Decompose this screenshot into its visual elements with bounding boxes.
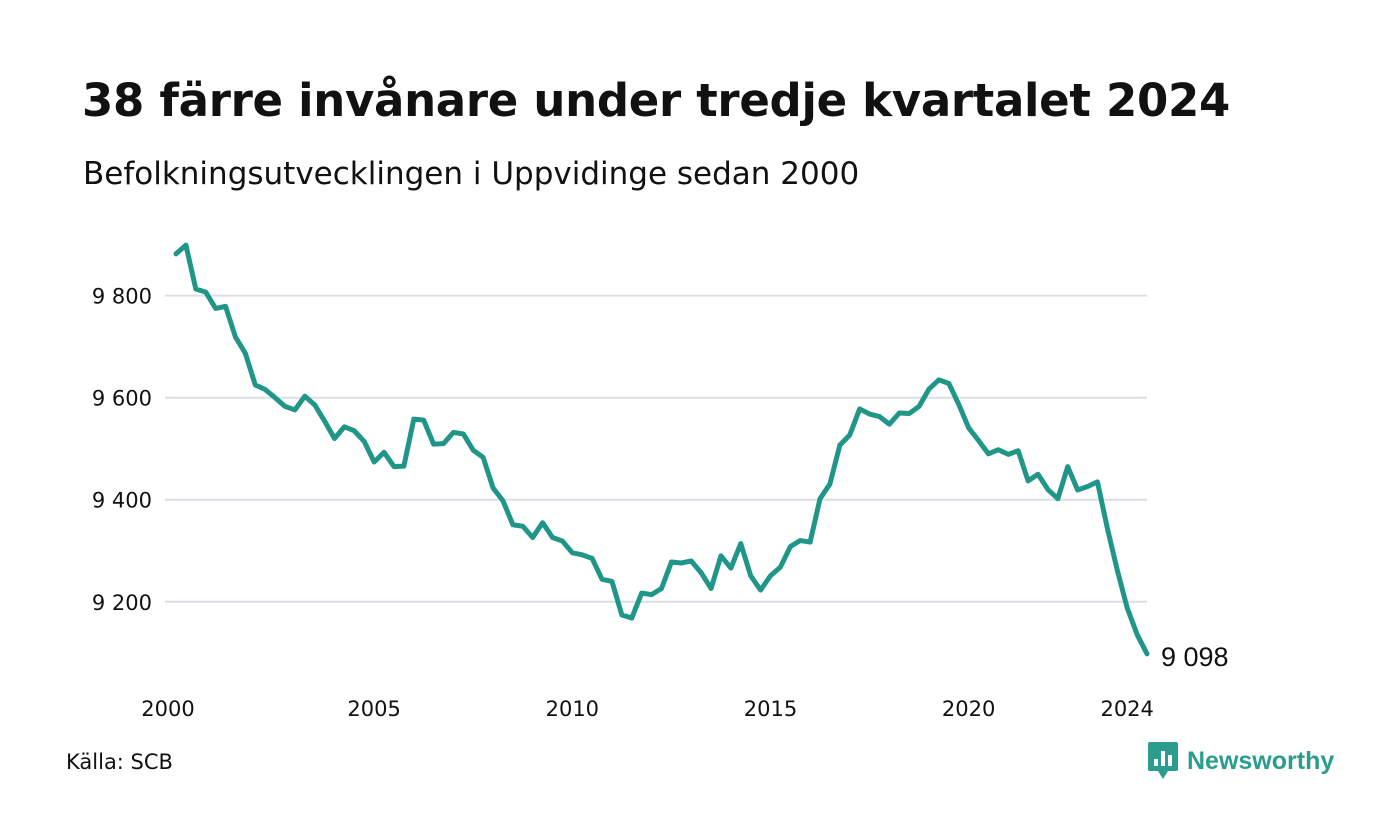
- y-tick-label: 9 400: [92, 489, 152, 513]
- x-tick-label: 2000: [141, 697, 194, 721]
- data-points: [175, 245, 1148, 654]
- end-value-label: 9 098: [1161, 642, 1229, 672]
- y-axis-tick-labels: 9 200 9 400 9 600 9 800: [92, 285, 152, 615]
- x-axis-tick-labels: 2000 2005 2010 2015 2020 2024: [141, 697, 1154, 721]
- x-tick-label: 2024: [1100, 697, 1153, 721]
- source-credit: Källa: SCB: [66, 750, 173, 774]
- gridlines: [165, 294, 1147, 603]
- brand-name: Newsworthy: [1187, 746, 1335, 775]
- y-tick-label: 9 600: [92, 387, 152, 411]
- chart-subtitle: Befolkningsutvecklingen i Uppvidinge sed…: [83, 156, 860, 192]
- x-tick-label: 2010: [546, 697, 599, 721]
- chart-title: 38 färre invånare under tredje kvartalet…: [82, 74, 1231, 127]
- newsworthy-brand[interactable]: Newsworthy: [1148, 742, 1334, 780]
- x-tick-label: 2020: [942, 697, 995, 721]
- population-series-line: [173, 242, 1150, 657]
- y-tick-label: 9 200: [92, 591, 152, 615]
- y-tick-label: 9 800: [92, 285, 152, 309]
- newsworthy-logo-icon: [1148, 742, 1178, 779]
- x-tick-label: 2005: [347, 697, 400, 721]
- x-tick-label: 2015: [744, 697, 797, 721]
